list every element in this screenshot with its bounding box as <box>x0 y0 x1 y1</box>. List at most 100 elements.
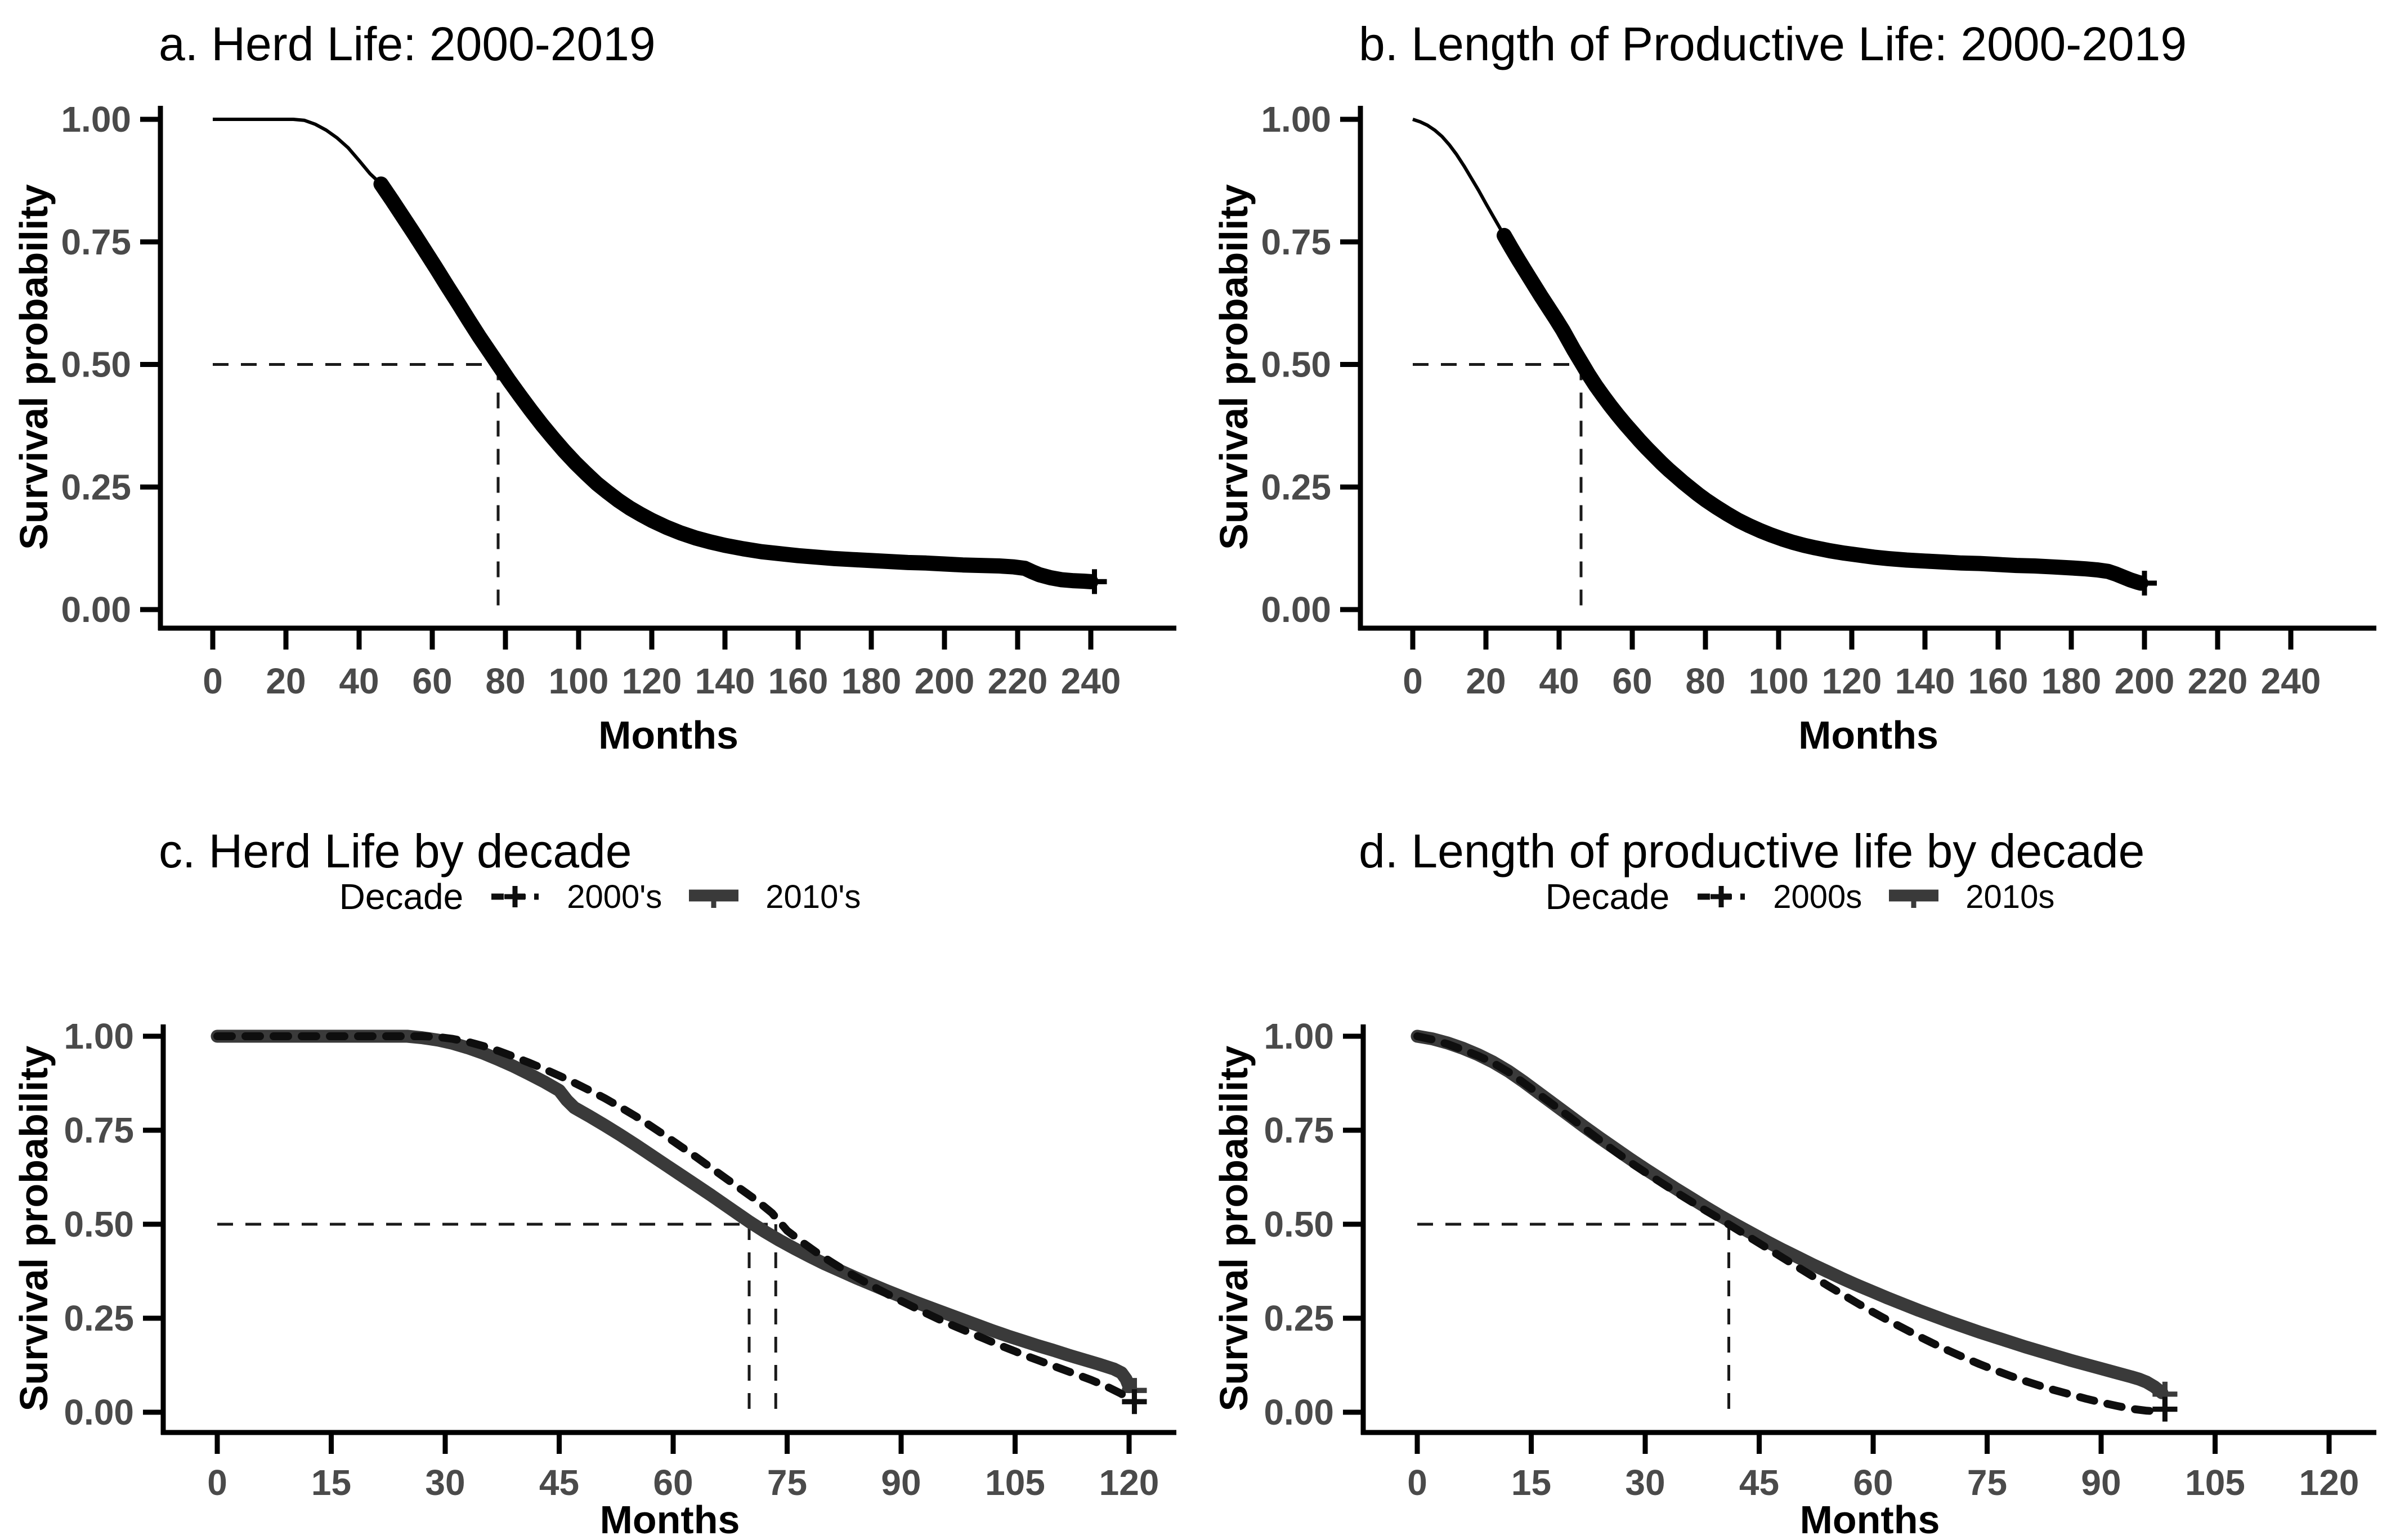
y-tick-label: 0.25 <box>1261 467 1331 507</box>
x-tick-label: 160 <box>1968 661 2029 701</box>
x-tick-label: 0 <box>207 1462 227 1503</box>
y-tick-label: 0.00 <box>64 1392 134 1432</box>
x-tick-label: 220 <box>2188 661 2248 701</box>
x-tick-label: 30 <box>1625 1462 1665 1503</box>
y-tick-label: 1.00 <box>1261 99 1331 140</box>
y-axis-title: Survival probability <box>1212 184 1256 550</box>
x-tick-label: 20 <box>266 661 306 701</box>
x-axis-title: Months <box>600 1498 740 1540</box>
survival-curve-band <box>373 176 1099 589</box>
x-tick-label: 120 <box>622 661 682 701</box>
censor-mark-icon <box>2152 1396 2178 1422</box>
x-tick-label: 120 <box>1822 661 1882 701</box>
y-tick-label: 1.00 <box>61 99 131 140</box>
survival-plot-d: 0.00 0.25 0.50 0.75 1.00 0 15 30 45 60 75 90 105 120 M… <box>1212 1016 2376 1540</box>
x-tick-label: 45 <box>539 1462 579 1503</box>
x-tick-label: 60 <box>653 1462 693 1503</box>
x-tick-label: 75 <box>767 1462 807 1503</box>
y-tick-label: 0.75 <box>64 1110 134 1150</box>
survival-curve-thin <box>1412 118 2142 585</box>
censor-mark-icon <box>2132 570 2157 596</box>
y-tick-label: 0.50 <box>1264 1204 1334 1244</box>
legend-label-2010s: 2010s <box>1965 878 2055 915</box>
survival-plot-c: 0.00 0.25 0.50 0.75 1.00 0 15 30 45 60 75 90 105 120 M… <box>12 1016 1176 1540</box>
y-tick-label: 1.00 <box>64 1016 134 1056</box>
y-tick-label: 0.50 <box>1261 344 1331 385</box>
x-tick-label: 100 <box>1749 661 1809 701</box>
survival-plot-b: 0.00 0.25 0.50 0.75 1.00 0 20 40 60 80 100 120 140 16… <box>1212 99 2376 757</box>
survival-curve-dashed <box>1413 1032 2166 1416</box>
x-tick-label: 60 <box>1853 1462 1893 1503</box>
censor-mark-icon <box>1082 569 1107 594</box>
survival-curve-dashed <box>213 1032 1133 1405</box>
legend-decade-d: Decade 2000s 2010s <box>1200 876 2400 917</box>
x-tick-label: 45 <box>1739 1462 1779 1503</box>
panel-title-b: b. Length of Productive Life: 2000-2019 <box>1359 17 2187 70</box>
x-tick-label: 120 <box>2299 1462 2359 1503</box>
x-tick-label: 140 <box>1895 661 1955 701</box>
x-tick-label: 240 <box>1061 661 1121 701</box>
panel-c-herd-life-by-decade: 0.00 0.25 0.50 0.75 1.00 0 15 30 45 60 75 90 105 120 M… <box>0 770 1200 1540</box>
panel-a-herd-life: 0.00 0.25 0.50 0.75 1.00 0 20 40 60 80 100 120 140 16… <box>0 0 1200 770</box>
x-tick-label: 80 <box>1685 661 1725 701</box>
x-axis-title: Months <box>1798 713 1938 757</box>
y-tick-label: 0.00 <box>1264 1392 1334 1432</box>
y-tick-label: 0.00 <box>1261 589 1331 630</box>
y-tick-label: 0.25 <box>1264 1298 1334 1338</box>
y-tick-label: 0.50 <box>64 1204 134 1244</box>
x-tick-label: 180 <box>841 661 902 701</box>
x-tick-label: 100 <box>549 661 609 701</box>
x-tick-label: 220 <box>988 661 1048 701</box>
y-tick-label: 0.00 <box>61 589 131 630</box>
x-axis-title: Months <box>1800 1498 1940 1540</box>
x-tick-label: 75 <box>1967 1462 2007 1503</box>
censor-mark-icon <box>1122 1389 1147 1414</box>
legend-key-solid-2010s-icon <box>686 876 742 917</box>
legend-decade-c: Decade 2000's 2010's <box>0 876 1200 917</box>
legend-label-2000s: 2000's <box>567 878 662 915</box>
y-axis-title: Survival probability <box>12 184 56 550</box>
x-tick-label: 40 <box>339 661 379 701</box>
x-tick-label: 30 <box>425 1462 465 1503</box>
x-tick-label: 105 <box>2185 1462 2245 1503</box>
survival-curve-band <box>1497 227 2148 591</box>
legend-title: Decade <box>1545 876 1670 917</box>
x-tick-label: 20 <box>1466 661 1506 701</box>
x-tick-label: 240 <box>2261 661 2321 701</box>
panel-b-productive-life: 0.00 0.25 0.50 0.75 1.00 0 20 40 60 80 100 120 140 16… <box>1200 0 2400 770</box>
x-tick-label: 90 <box>881 1462 921 1503</box>
x-tick-label: 140 <box>695 661 755 701</box>
x-tick-label: 15 <box>311 1462 351 1503</box>
x-tick-label: 80 <box>485 661 525 701</box>
x-tick-label: 60 <box>412 661 452 701</box>
y-tick-label: 0.25 <box>64 1298 134 1338</box>
legend-key-dashed-2000s-icon <box>487 876 543 917</box>
y-tick-label: 0.50 <box>61 344 131 385</box>
x-tick-label: 40 <box>1539 661 1579 701</box>
legend-label-2010s: 2010's <box>765 878 861 915</box>
panel-d-productive-life-by-decade: 0.00 0.25 0.50 0.75 1.00 0 15 30 45 60 75 90 105 120 M… <box>1200 770 2400 1540</box>
x-tick-label: 200 <box>2115 661 2175 701</box>
survival-curve <box>211 1029 1136 1394</box>
y-axis-title: Survival probability <box>1212 1046 1256 1412</box>
x-tick-label: 60 <box>1612 661 1652 701</box>
y-axis-title: Survival probability <box>12 1046 56 1412</box>
y-tick-label: 0.25 <box>61 467 131 507</box>
survival-plot-a: 0.00 0.25 0.50 0.75 1.00 0 20 40 60 80 100 120 140 16… <box>12 99 1176 757</box>
panel-title-c: c. Herd Life by decade <box>159 825 632 878</box>
x-tick-label: 180 <box>2041 661 2102 701</box>
y-tick-label: 0.75 <box>61 222 131 262</box>
y-tick-label: 1.00 <box>1264 1016 1334 1056</box>
y-tick-label: 0.75 <box>1264 1110 1334 1150</box>
x-tick-label: 0 <box>203 661 223 701</box>
panel-title-a: a. Herd Life: 2000-2019 <box>159 17 656 70</box>
x-tick-label: 15 <box>1511 1462 1551 1503</box>
x-tick-label: 0 <box>1407 1462 1427 1503</box>
legend-key-dashed-2000s-icon <box>1693 876 1749 917</box>
x-tick-label: 105 <box>985 1462 1045 1503</box>
panel-title-d: d. Length of productive life by decade <box>1359 825 2145 878</box>
legend-label-2000s: 2000s <box>1773 878 1862 915</box>
x-tick-label: 160 <box>768 661 829 701</box>
x-axis-title: Months <box>598 713 738 757</box>
